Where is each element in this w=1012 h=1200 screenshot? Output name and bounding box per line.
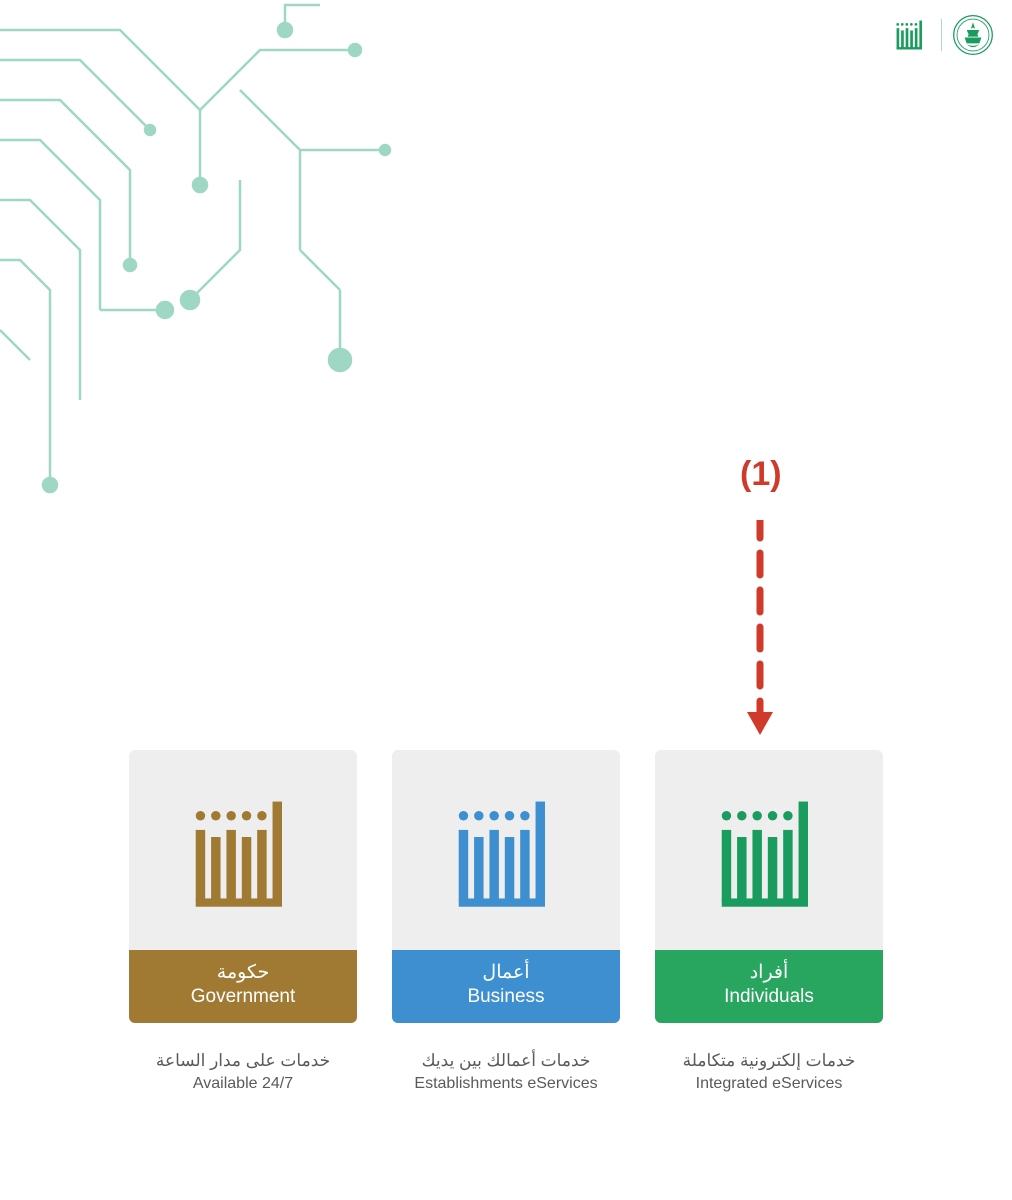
government-title-en: Government bbox=[137, 985, 349, 1010]
business-card[interactable]: أعمال Business خدمات أعمالك بين يديك Est… bbox=[392, 750, 620, 1093]
absher-government-icon bbox=[183, 785, 303, 915]
service-cards-row: حكومة Government خدمات على مدار الساعة A… bbox=[0, 750, 1012, 1093]
business-title-ar: أعمال bbox=[400, 962, 612, 985]
individuals-title-ar: أفراد bbox=[663, 962, 875, 985]
business-caption-en: Establishments eServices bbox=[392, 1075, 620, 1093]
header bbox=[891, 14, 994, 56]
individuals-card-footer: أفراد Individuals bbox=[655, 950, 883, 1023]
government-caption-ar: خدمات على مدار الساعة bbox=[129, 1051, 357, 1071]
individuals-card-icon-area bbox=[655, 750, 883, 950]
header-divider bbox=[941, 19, 942, 51]
business-caption: خدمات أعمالك بين يديك Establishments eSe… bbox=[392, 1051, 620, 1093]
absher-individuals-icon bbox=[709, 785, 829, 915]
saudi-emblem-icon bbox=[952, 14, 994, 56]
annotation-number: (1) bbox=[740, 455, 782, 493]
government-card[interactable]: حكومة Government خدمات على مدار الساعة A… bbox=[129, 750, 357, 1093]
government-caption-en: Available 24/7 bbox=[129, 1075, 357, 1093]
government-card-icon-area bbox=[129, 750, 357, 950]
annotation-label: (1) bbox=[740, 455, 782, 494]
individuals-card[interactable]: أفراد Individuals خدمات إلكترونية متكامل… bbox=[655, 750, 883, 1093]
government-caption: خدمات على مدار الساعة Available 24/7 bbox=[129, 1051, 357, 1093]
absher-header-logo bbox=[891, 16, 931, 54]
government-title-ar: حكومة bbox=[137, 962, 349, 985]
circuit-background bbox=[0, 0, 520, 540]
business-card-footer: أعمال Business bbox=[392, 950, 620, 1023]
annotation-arrow-icon bbox=[745, 520, 775, 740]
individuals-caption-ar: خدمات إلكترونية متكاملة bbox=[655, 1051, 883, 1071]
absher-business-icon bbox=[446, 785, 566, 915]
business-caption-ar: خدمات أعمالك بين يديك bbox=[392, 1051, 620, 1071]
business-card-icon-area bbox=[392, 750, 620, 950]
business-title-en: Business bbox=[400, 985, 612, 1010]
individuals-title-en: Individuals bbox=[663, 985, 875, 1010]
government-card-footer: حكومة Government bbox=[129, 950, 357, 1023]
individuals-caption-en: Integrated eServices bbox=[655, 1075, 883, 1093]
individuals-caption: خدمات إلكترونية متكاملة Integrated eServ… bbox=[655, 1051, 883, 1093]
